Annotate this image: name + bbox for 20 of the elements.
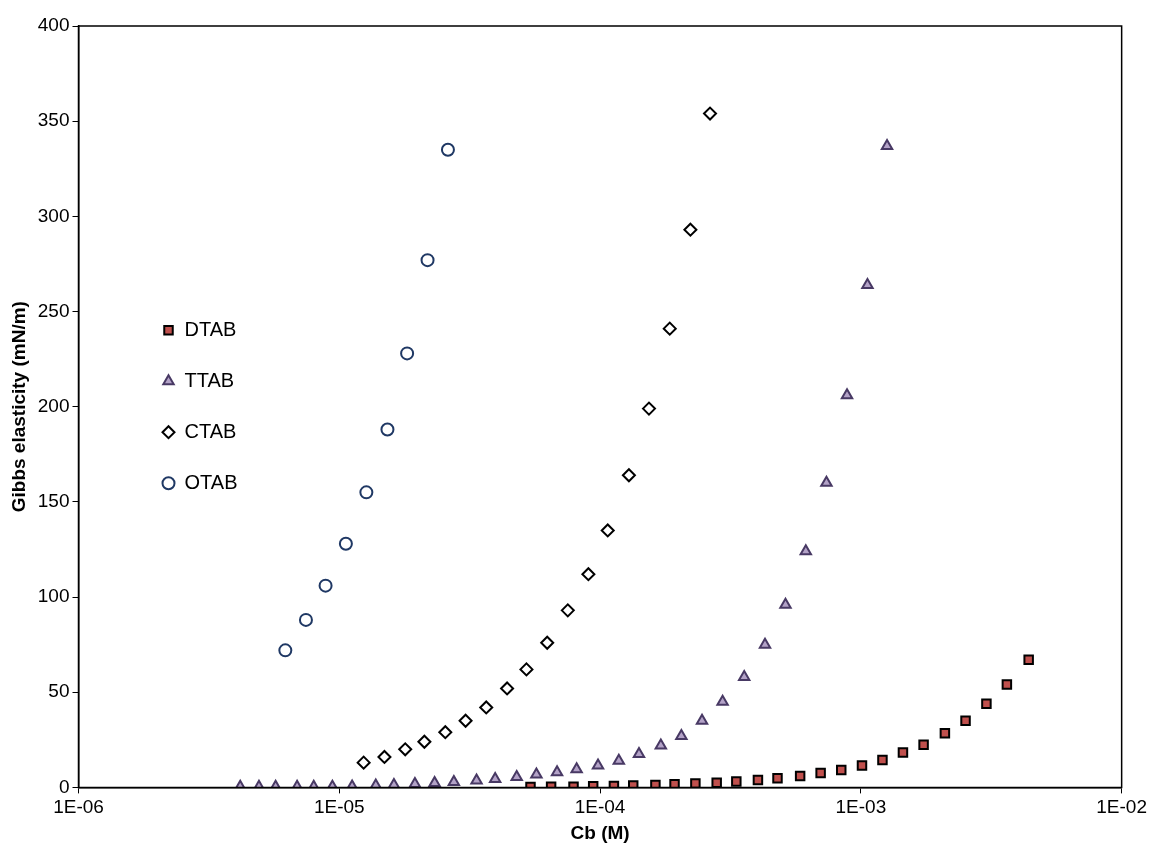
x-tick-label: 1E-04 bbox=[574, 796, 626, 818]
y-tick-label: 150 bbox=[37, 490, 70, 512]
x-tick-label: 1E-06 bbox=[53, 796, 104, 818]
y-tick-label: 350 bbox=[37, 109, 70, 131]
y-tick-label: 200 bbox=[37, 394, 70, 416]
legend-label: TTAB bbox=[184, 368, 235, 391]
x-tick-label: 1E-02 bbox=[1096, 796, 1147, 818]
legend-label: CTAB bbox=[184, 419, 237, 442]
legend-label: OTAB bbox=[184, 470, 238, 493]
y-tick-label: 0 bbox=[58, 775, 70, 797]
x-axis-title: Cb (M) bbox=[570, 821, 630, 843]
x-tick-label: 1E-03 bbox=[835, 796, 887, 818]
y-axis-title: Gibbs elasticity (mN/m) bbox=[7, 301, 29, 513]
y-tick-label: 300 bbox=[37, 204, 70, 226]
y-tick-label: 400 bbox=[37, 14, 70, 36]
y-tick-label: 100 bbox=[37, 585, 70, 607]
y-tick-label: 250 bbox=[37, 299, 70, 321]
y-tick-label: 50 bbox=[48, 680, 70, 702]
x-tick-label: 1E-05 bbox=[313, 796, 365, 818]
legend-label: DTAB bbox=[184, 317, 237, 340]
